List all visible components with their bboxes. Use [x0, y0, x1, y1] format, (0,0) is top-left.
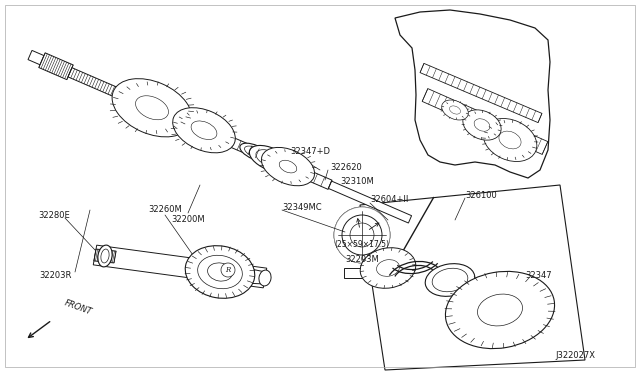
- Text: J322027X: J322027X: [555, 350, 595, 359]
- Text: 322620: 322620: [330, 164, 362, 173]
- Ellipse shape: [360, 248, 416, 288]
- Polygon shape: [68, 68, 136, 105]
- Polygon shape: [132, 95, 192, 129]
- Text: 32604+II: 32604+II: [370, 196, 408, 205]
- Ellipse shape: [173, 108, 236, 153]
- Ellipse shape: [98, 245, 112, 267]
- Polygon shape: [328, 181, 412, 223]
- Text: 326100: 326100: [465, 190, 497, 199]
- Bar: [344, 268, 362, 278]
- Polygon shape: [422, 89, 548, 154]
- Text: R: R: [225, 266, 230, 274]
- Polygon shape: [239, 267, 266, 284]
- Ellipse shape: [483, 119, 537, 161]
- Ellipse shape: [240, 143, 269, 161]
- Ellipse shape: [425, 264, 475, 296]
- Ellipse shape: [261, 147, 315, 186]
- Text: 32203R: 32203R: [39, 270, 71, 279]
- Text: 32200M: 32200M: [171, 215, 205, 224]
- Ellipse shape: [198, 255, 243, 289]
- Ellipse shape: [259, 270, 271, 286]
- Ellipse shape: [250, 145, 291, 172]
- Text: 32260M: 32260M: [148, 205, 182, 215]
- Text: 32310M: 32310M: [340, 177, 374, 186]
- Ellipse shape: [442, 100, 468, 120]
- Circle shape: [221, 263, 235, 277]
- Polygon shape: [94, 249, 116, 263]
- Circle shape: [334, 207, 390, 263]
- Polygon shape: [248, 145, 332, 189]
- Text: 32349MC: 32349MC: [282, 203, 322, 212]
- Ellipse shape: [445, 272, 555, 349]
- Polygon shape: [188, 120, 252, 155]
- Text: (25×59×17.5): (25×59×17.5): [335, 241, 390, 250]
- Circle shape: [334, 207, 390, 263]
- Text: FRONT: FRONT: [63, 299, 93, 317]
- Polygon shape: [39, 53, 73, 80]
- Text: 32203M: 32203M: [345, 256, 379, 264]
- Polygon shape: [93, 245, 267, 288]
- Polygon shape: [28, 51, 44, 65]
- Ellipse shape: [185, 246, 255, 298]
- Bar: [366, 268, 384, 278]
- Text: 32347: 32347: [525, 270, 552, 279]
- Circle shape: [342, 215, 382, 255]
- Ellipse shape: [463, 110, 501, 140]
- Text: 32347+D: 32347+D: [290, 148, 330, 157]
- Polygon shape: [420, 63, 542, 123]
- Text: 32280E: 32280E: [38, 211, 70, 219]
- Polygon shape: [395, 10, 550, 178]
- Ellipse shape: [112, 78, 192, 137]
